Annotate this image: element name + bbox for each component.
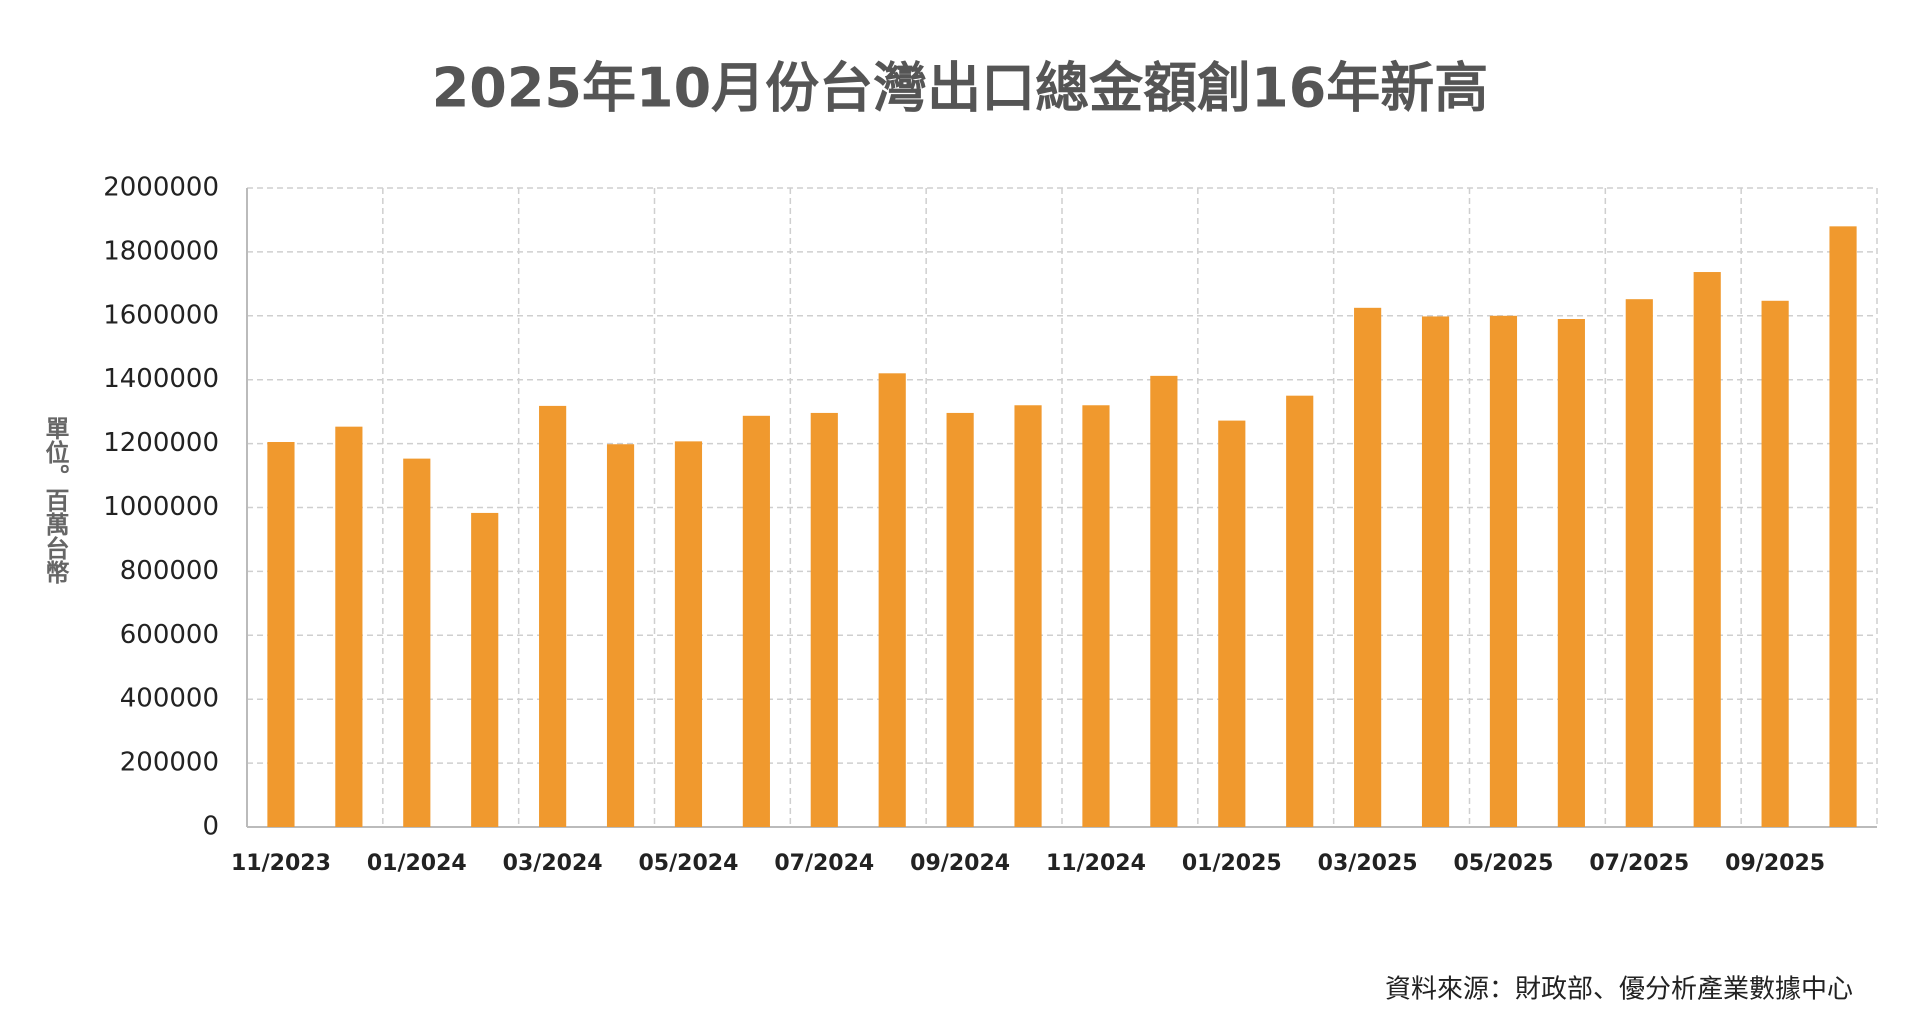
y-tick-label: 1000000 xyxy=(103,492,219,522)
x-tick-label: 05/2024 xyxy=(639,851,739,876)
y-tick-label: 800000 xyxy=(120,556,219,586)
bar xyxy=(403,458,431,827)
y-axis-label: 單位。百萬台幣 xyxy=(41,416,69,584)
bar xyxy=(335,426,363,827)
bar xyxy=(606,444,635,827)
x-tick-label: 07/2024 xyxy=(774,851,874,876)
bar xyxy=(471,512,499,827)
y-tick-label: 1800000 xyxy=(103,236,219,266)
x-tick-label: 07/2025 xyxy=(1589,851,1689,876)
x-tick-label: 09/2025 xyxy=(1725,851,1825,876)
bar xyxy=(267,442,295,827)
bar xyxy=(1014,405,1042,827)
x-tick-label: 09/2024 xyxy=(910,851,1010,876)
bar xyxy=(946,412,974,827)
x-tick-label: 01/2024 xyxy=(367,851,467,876)
bar xyxy=(1218,420,1246,827)
y-tick-label: 2000000 xyxy=(103,173,219,203)
bar xyxy=(878,373,906,827)
y-tick-label: 400000 xyxy=(120,684,219,714)
bar xyxy=(1693,272,1721,827)
x-tick-label: 11/2023 xyxy=(231,851,331,876)
bar xyxy=(1761,300,1789,827)
bar xyxy=(1625,299,1653,827)
x-tick-label: 03/2025 xyxy=(1318,851,1418,876)
bar xyxy=(1489,315,1518,827)
x-tick-label: 05/2025 xyxy=(1454,851,1554,876)
bar xyxy=(1354,307,1382,827)
bar xyxy=(742,415,770,827)
bar xyxy=(1421,316,1450,827)
source-note: 資料來源：財政部、優分析產業數據中心 xyxy=(1385,975,1853,1005)
bar xyxy=(674,441,703,827)
y-tick-label: 600000 xyxy=(120,620,219,650)
bar xyxy=(810,412,838,827)
bar xyxy=(1829,226,1857,828)
bar xyxy=(1557,318,1585,827)
bar xyxy=(539,405,567,827)
x-tick-label: 01/2025 xyxy=(1182,851,1282,876)
bar xyxy=(1150,375,1178,827)
y-tick-label: 1600000 xyxy=(103,300,219,330)
x-tick-label: 03/2024 xyxy=(503,851,603,876)
y-tick-label: 0 xyxy=(202,812,219,842)
y-tick-label: 1400000 xyxy=(103,364,219,394)
bar xyxy=(1286,395,1314,827)
bar xyxy=(1082,405,1110,827)
y-tick-label: 1200000 xyxy=(103,428,219,458)
chart-title: 2025年10月份台灣出口總金額創16年新高 xyxy=(432,57,1489,120)
y-tick-label: 200000 xyxy=(120,748,219,778)
x-tick-label: 11/2024 xyxy=(1046,851,1146,876)
